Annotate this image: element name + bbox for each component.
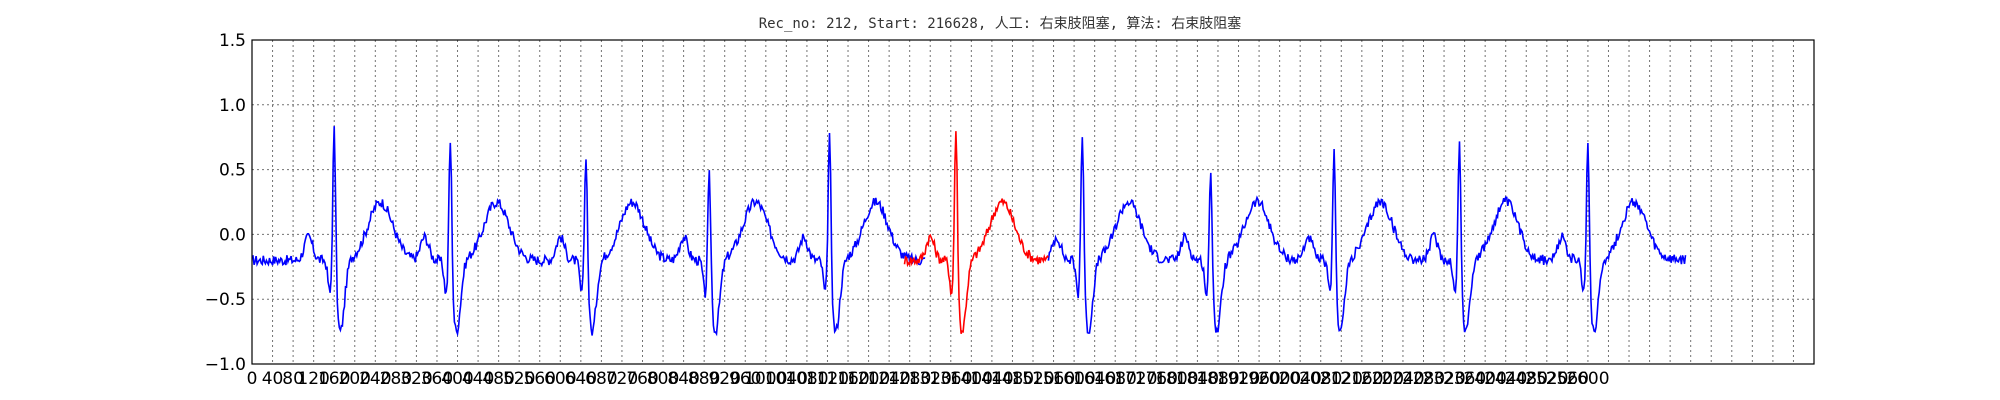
x-tick-label: 1960: [1237, 369, 1280, 389]
x-tick-label: 2600: [1566, 369, 1609, 389]
x-tick-label: 1680: [1094, 369, 1137, 389]
x-tick-label: 0: [247, 369, 258, 389]
grid: [251, 39, 1814, 365]
x-tick-label: 2360: [1443, 369, 1486, 389]
x-tick-label: 2280: [1402, 369, 1445, 389]
y-tick-label: 1.5: [219, 31, 246, 51]
x-tick-label: 1080: [785, 369, 828, 389]
x-tick-label: 2480: [1505, 369, 1548, 389]
x-tick-label: 2080: [1299, 369, 1342, 389]
x-tick-label: 2400: [1464, 369, 1507, 389]
x-tick-label: 80: [282, 369, 304, 389]
x-tick-label: 1760: [1135, 369, 1178, 389]
x-tick-label: 240: [359, 369, 391, 389]
x-tick-label: 1560: [1032, 369, 1075, 389]
x-tick-label: 1600: [1052, 369, 1095, 389]
x-axis-ticks: 0 408012016020024028032036040044048052056…: [247, 369, 1610, 389]
x-tick-label: 1240: [867, 369, 910, 389]
red-ecg-series-segment: [903, 131, 1049, 334]
x-tick-label: 920: [708, 369, 740, 389]
y-tick-label: 0.5: [219, 161, 246, 181]
x-tick-label: 560: [524, 369, 556, 389]
x-tick-label: 760: [626, 369, 658, 389]
x-tick-label: 40: [262, 369, 284, 389]
x-tick-label: 1840: [1176, 369, 1219, 389]
x-tick-label: 880: [688, 369, 720, 389]
x-tick-label: 2040: [1279, 369, 1322, 389]
x-tick-label: 680: [585, 369, 617, 389]
x-tick-label: 1800: [1155, 369, 1198, 389]
y-tick-label: 1.0: [219, 96, 246, 116]
x-tick-label: 360: [421, 369, 453, 389]
x-tick-label: 800: [647, 369, 679, 389]
x-tick-label: 2240: [1381, 369, 1424, 389]
y-tick-label: 0.0: [219, 225, 246, 245]
x-tick-label: 440: [462, 369, 494, 389]
x-tick-label: 2520: [1525, 369, 1568, 389]
y-axis-ticks: 1.5 1.0 0.5 0.0 −0.5 −1.0: [205, 31, 246, 375]
x-tick-label: 520: [503, 369, 535, 389]
x-tick-label: 1320: [909, 369, 952, 389]
x-tick-label: 640: [565, 369, 597, 389]
x-tick-label: 960: [729, 369, 761, 389]
x-tick-label: 1400: [950, 369, 993, 389]
x-tick-label: 720: [606, 369, 638, 389]
x-tick-label: 1720: [1114, 369, 1157, 389]
chart-title: Rec_no: 212, Start: 216628, 人工: 右束肢阻塞, 算…: [759, 15, 1242, 32]
x-tick-label: 1640: [1073, 369, 1116, 389]
x-tick-label: 2440: [1484, 369, 1527, 389]
x-tick-label: 400: [441, 369, 473, 389]
y-tick-label: −0.5: [205, 290, 246, 310]
x-tick-label: 1280: [888, 369, 931, 389]
x-tick-label: 2560: [1546, 369, 1589, 389]
x-tick-label: 600: [544, 369, 576, 389]
x-tick-label: 2120: [1320, 369, 1363, 389]
x-tick-label: 1200: [847, 369, 890, 389]
x-tick-label: 280: [380, 369, 412, 389]
plot-area-frame: [251, 39, 1815, 365]
x-tick-label: 1120: [806, 369, 849, 389]
series-group: [251, 126, 1687, 337]
x-tick-label: 320: [400, 369, 432, 389]
x-tick-label: 1920: [1217, 369, 1260, 389]
x-tick-label: 1880: [1196, 369, 1239, 389]
x-tick-label: 200: [339, 369, 371, 389]
x-tick-label: 120: [297, 369, 329, 389]
x-tick-label: 1360: [929, 369, 972, 389]
x-tick-label: 1440: [970, 369, 1013, 389]
x-tick-label: 840: [667, 369, 699, 389]
x-tick-label: 1160: [826, 369, 869, 389]
x-tick-label: 1480: [991, 369, 1034, 389]
blue-ecg-series-segment: [251, 126, 926, 337]
x-tick-label: 2160: [1340, 369, 1383, 389]
x-tick-label: 1520: [1011, 369, 1054, 389]
x-tick-label: 480: [482, 369, 514, 389]
x-tick-label: 2320: [1422, 369, 1465, 389]
x-tick-label: 2200: [1361, 369, 1404, 389]
x-tick-label: 160: [318, 369, 350, 389]
x-tick-label: 1040: [765, 369, 808, 389]
x-tick-label: 2000: [1258, 369, 1301, 389]
blue-ecg-series-segment: [1047, 137, 1687, 334]
x-tick-label: 1000: [744, 369, 787, 389]
y-tick-label: −1.0: [205, 355, 246, 375]
